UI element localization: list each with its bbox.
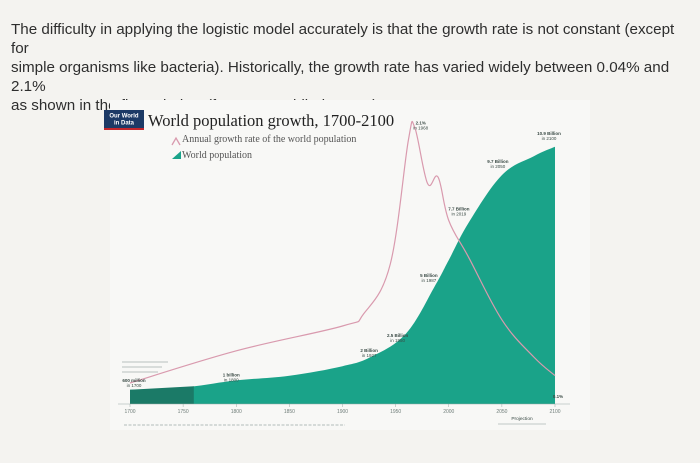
projection-label: Projection bbox=[511, 416, 533, 422]
annotation-subtext: in 2100 bbox=[542, 136, 557, 141]
x-axis-ticks: 1700 1750 1800 1850 1900 1950 2000 2050 2100 bbox=[124, 404, 561, 415]
annotation-value: 0.1% bbox=[553, 394, 563, 399]
x-tick-label: 1900 bbox=[337, 409, 348, 415]
annotation-value: 600 million bbox=[122, 378, 146, 383]
annotation-value: 1 billion bbox=[223, 372, 240, 377]
annotation-subtext: in 2050 bbox=[490, 164, 505, 169]
x-tick-label: 2050 bbox=[496, 409, 507, 415]
logo-text-1: Our World bbox=[109, 114, 139, 120]
early-population-area bbox=[130, 386, 194, 404]
growth-rate-line bbox=[129, 121, 556, 384]
x-tick-label: 1750 bbox=[178, 409, 189, 415]
intro-line-2: simple organisms like bacteria). Histori… bbox=[11, 59, 670, 95]
annotation-value: 5 Billion bbox=[420, 273, 438, 278]
legend-growth-line-icon bbox=[171, 136, 181, 146]
annotation-value: 2 Billion bbox=[360, 348, 378, 353]
x-tick-label: 2100 bbox=[549, 409, 560, 415]
annotation-subtext: in 1987 bbox=[422, 278, 437, 283]
legend-population-area-icon bbox=[172, 151, 181, 159]
x-tick-label: 1800 bbox=[231, 409, 242, 415]
annotation-subtext: in 1700 bbox=[127, 383, 142, 388]
intro-text: The difficulty in applying the logistic … bbox=[11, 20, 691, 115]
intro-line-1: The difficulty in applying the logistic … bbox=[11, 21, 675, 57]
annotation-subtext: in 1968 bbox=[413, 126, 428, 131]
annotation-subtext: in 1950 bbox=[390, 338, 405, 343]
annotation-value: 10.9 Billion bbox=[537, 131, 561, 136]
annotation-value: 9.7 Billion bbox=[487, 159, 509, 164]
population-area bbox=[130, 146, 555, 405]
x-tick-label: 1850 bbox=[284, 409, 295, 415]
annotation-subtext: in 2019 bbox=[452, 211, 467, 216]
annotation: 2.1%in 1968 bbox=[413, 121, 428, 131]
legend-growth-label: Annual growth rate of the world populati… bbox=[182, 134, 356, 145]
x-tick-label: 1700 bbox=[124, 409, 135, 415]
logo-text-2: in Data bbox=[114, 121, 135, 127]
x-tick-label: 1950 bbox=[390, 409, 401, 415]
annotation: 0.1% bbox=[553, 394, 563, 399]
population-area-group bbox=[130, 146, 555, 405]
legend: Annual growth rate of the world populati… bbox=[171, 134, 356, 161]
annotation-value: 7.7 Billion bbox=[448, 206, 470, 211]
legend-population-label: World population bbox=[182, 150, 252, 161]
annotation-subtext: in 1800 bbox=[224, 377, 239, 382]
owid-logo: Our World in Data bbox=[104, 110, 144, 130]
left-note bbox=[122, 361, 168, 373]
x-tick-label: 2000 bbox=[443, 409, 454, 415]
annotation-subtext: in 1927 bbox=[362, 353, 377, 358]
annotation-value: 2.5 Billion bbox=[387, 333, 409, 338]
chart-title: World population growth, 1700-2100 bbox=[148, 111, 394, 130]
annotation-value: 2.1% bbox=[416, 121, 426, 126]
